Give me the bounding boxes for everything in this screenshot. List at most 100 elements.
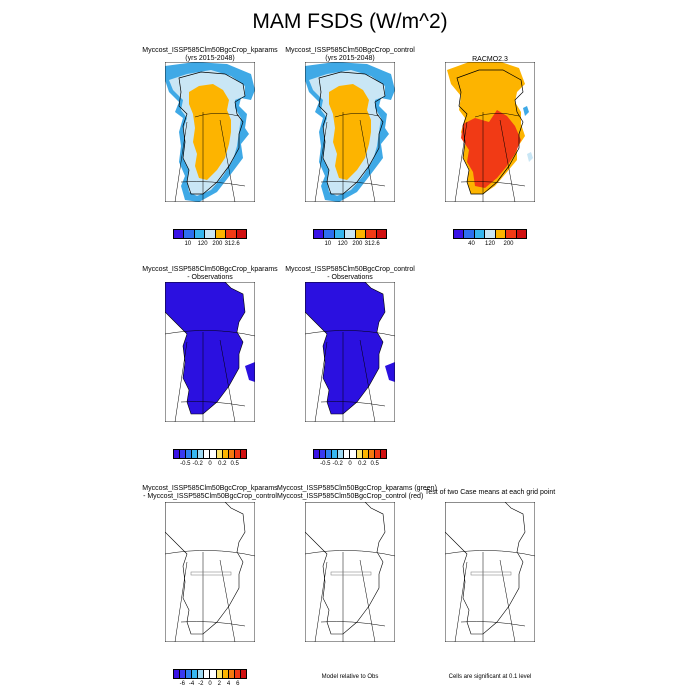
colorbar-tick-label: 0.5 bbox=[370, 461, 379, 467]
panel-title-kparams-obs: Myccost_ISSP585Clm50BgcCrop_kparams - Ob… bbox=[137, 266, 283, 281]
colorbar-swatch bbox=[516, 230, 526, 238]
panel-title-ttest: Test of two Case means at each grid poin… bbox=[417, 489, 563, 497]
colorbar-swatch bbox=[326, 450, 333, 458]
colorbar-swatch bbox=[314, 230, 325, 238]
map-control-abs bbox=[305, 62, 395, 202]
colorbar-swatch bbox=[376, 230, 386, 238]
colorbar-swatch bbox=[366, 230, 377, 238]
panel-title-kparams-minus-control: Myccost_ISSP585Clm50BgcCrop_kparams - My… bbox=[137, 485, 283, 500]
colorbar-kparams-minus-obs bbox=[173, 449, 247, 459]
colorbar-swatch bbox=[350, 450, 357, 458]
map-kparams-abs bbox=[165, 62, 255, 202]
colorbar-tick-label: 120 bbox=[484, 241, 496, 247]
panel-title-line2: - Observations bbox=[187, 273, 233, 281]
colorbar-swatch bbox=[216, 670, 223, 678]
colorbar-tick-label: 2 bbox=[217, 681, 221, 687]
colorbar-swatch bbox=[368, 450, 375, 458]
panel-title-line2: (yrs 2015-2048) bbox=[185, 54, 235, 62]
colorbar-tick-label: 10 bbox=[324, 241, 332, 247]
map-control-minus-obs bbox=[305, 282, 395, 422]
colorbar-swatch bbox=[324, 230, 335, 238]
footnote-model-relative: Model relative to Obs bbox=[321, 674, 379, 680]
colorbar-tick-label: 312.6 bbox=[224, 241, 240, 247]
figure-title: MAM FSDS (W/m^2) bbox=[252, 10, 448, 33]
colorbar-tick-label: -0.2 bbox=[332, 461, 343, 467]
panel-title-line1: RACMO2.3 bbox=[472, 56, 508, 63]
colorbar-swatch bbox=[222, 450, 229, 458]
colorbar-tick-label: 0 bbox=[348, 461, 352, 467]
colorbar-tick-label: -0.5 bbox=[320, 461, 331, 467]
colorbar-swatch bbox=[174, 450, 181, 458]
colorbar-swatch bbox=[356, 450, 363, 458]
colorbar-tick-label: 312.6 bbox=[364, 241, 380, 247]
colorbar-tick-label: 4 bbox=[226, 681, 231, 687]
colorbar-tick-label: 120 bbox=[197, 241, 208, 247]
colorbar-swatch bbox=[180, 450, 187, 458]
colorbar-racmo-abs bbox=[453, 229, 527, 239]
colorbar-swatch bbox=[506, 230, 517, 238]
colorbar-swatch bbox=[236, 230, 246, 238]
colorbar-swatch bbox=[174, 670, 181, 678]
colorbar-swatch bbox=[495, 230, 507, 238]
colorbar-tick-label: -4 bbox=[188, 681, 195, 687]
colorbar-tick-label: 200 bbox=[212, 241, 223, 247]
colorbar-control-abs bbox=[313, 229, 387, 239]
colorbar-kparams-minus-control bbox=[173, 669, 247, 679]
colorbar-tick-label: -6 bbox=[179, 681, 185, 687]
map-kparams-minus-obs bbox=[165, 282, 255, 422]
colorbar-swatch bbox=[320, 450, 327, 458]
colorbar-swatch bbox=[222, 670, 229, 678]
panel-title-line1: Test of two Case means at each grid poin… bbox=[424, 489, 556, 496]
colorbar-ticks-kparams-minus-control: -6 -4 -2 0 2 4 6 bbox=[173, 681, 247, 689]
colorbar-swatch bbox=[345, 230, 356, 238]
map-green-red bbox=[305, 502, 395, 642]
panel-title-green-red: Myccost_ISSP585Clm50BgcCrop_kparams (gre… bbox=[277, 485, 437, 500]
colorbar-swatch bbox=[355, 230, 367, 238]
colorbar-swatch bbox=[464, 230, 475, 238]
colorbar-ticks-kparams-minus-obs: -0.5 -0.2 0 0.2 0.5 bbox=[173, 461, 247, 469]
colorbar-tick-label: 6 bbox=[236, 681, 240, 687]
panel-title-line1: Myccost_ISSP585Clm50BgcCrop_kparams bbox=[142, 47, 278, 54]
colorbar-ticks-control-minus-obs: -0.5 -0.2 0 0.2 0.5 bbox=[313, 461, 387, 469]
colorbar-swatch bbox=[344, 450, 351, 458]
panel-title-line1: Myccost_ISSP585Clm50BgcCrop_control bbox=[285, 47, 415, 54]
colorbar-tick-label: 0 bbox=[208, 681, 212, 687]
colorbar-swatch bbox=[186, 450, 193, 458]
colorbar-tick-label: -0.5 bbox=[180, 461, 191, 467]
colorbar-swatch bbox=[215, 230, 227, 238]
colorbar-swatch bbox=[192, 450, 199, 458]
colorbar-ticks-kparams-abs: 10 120 200 312.6 bbox=[173, 241, 247, 249]
colorbar-swatch bbox=[334, 230, 346, 238]
panel-title-line2: - Myccost_ISSP585Clm50BgcCrop_control bbox=[143, 492, 277, 500]
panel-title-line1: Myccost_ISSP585Clm50BgcCrop_kparams bbox=[142, 266, 278, 273]
map-ttest bbox=[445, 502, 535, 642]
panel-title-control-obs: Myccost_ISSP585Clm50BgcCrop_control - Ob… bbox=[277, 266, 423, 281]
colorbar-swatch bbox=[186, 670, 193, 678]
colorbar-swatch bbox=[380, 450, 386, 458]
colorbar-swatch bbox=[192, 670, 199, 678]
colorbar-ticks-control-abs: 10 120 200 312.6 bbox=[313, 241, 387, 249]
colorbar-tick-label: 10 bbox=[184, 241, 192, 247]
colorbar-swatch bbox=[205, 230, 216, 238]
colorbar-tick-label: 200 bbox=[503, 241, 514, 247]
colorbar-tick-label: 0.5 bbox=[230, 461, 239, 467]
colorbar-swatch bbox=[180, 670, 187, 678]
colorbar-tick-label: 200 bbox=[352, 241, 363, 247]
colorbar-swatch bbox=[454, 230, 465, 238]
colorbar-swatch bbox=[474, 230, 486, 238]
panel-title-control: Myccost_ISSP585Clm50BgcCrop_control (yrs… bbox=[277, 47, 423, 62]
colorbar-swatch bbox=[485, 230, 496, 238]
colorbar-swatch bbox=[314, 450, 321, 458]
panel-title-line1: Myccost_ISSP585Clm50BgcCrop_control bbox=[285, 266, 415, 273]
colorbar-swatch bbox=[228, 450, 235, 458]
colorbar-swatch bbox=[174, 230, 185, 238]
colorbar-swatch bbox=[374, 450, 381, 458]
colorbar-kparams-abs bbox=[173, 229, 247, 239]
colorbar-tick-label: 120 bbox=[337, 241, 348, 247]
colorbar-swatch bbox=[240, 450, 246, 458]
colorbar-swatch bbox=[240, 670, 246, 678]
colorbar-tick-label: 0.2 bbox=[358, 461, 367, 467]
colorbar-tick-label: 0 bbox=[208, 461, 212, 467]
colorbar-swatch bbox=[216, 450, 223, 458]
colorbar-tick-label: -2 bbox=[198, 681, 204, 687]
